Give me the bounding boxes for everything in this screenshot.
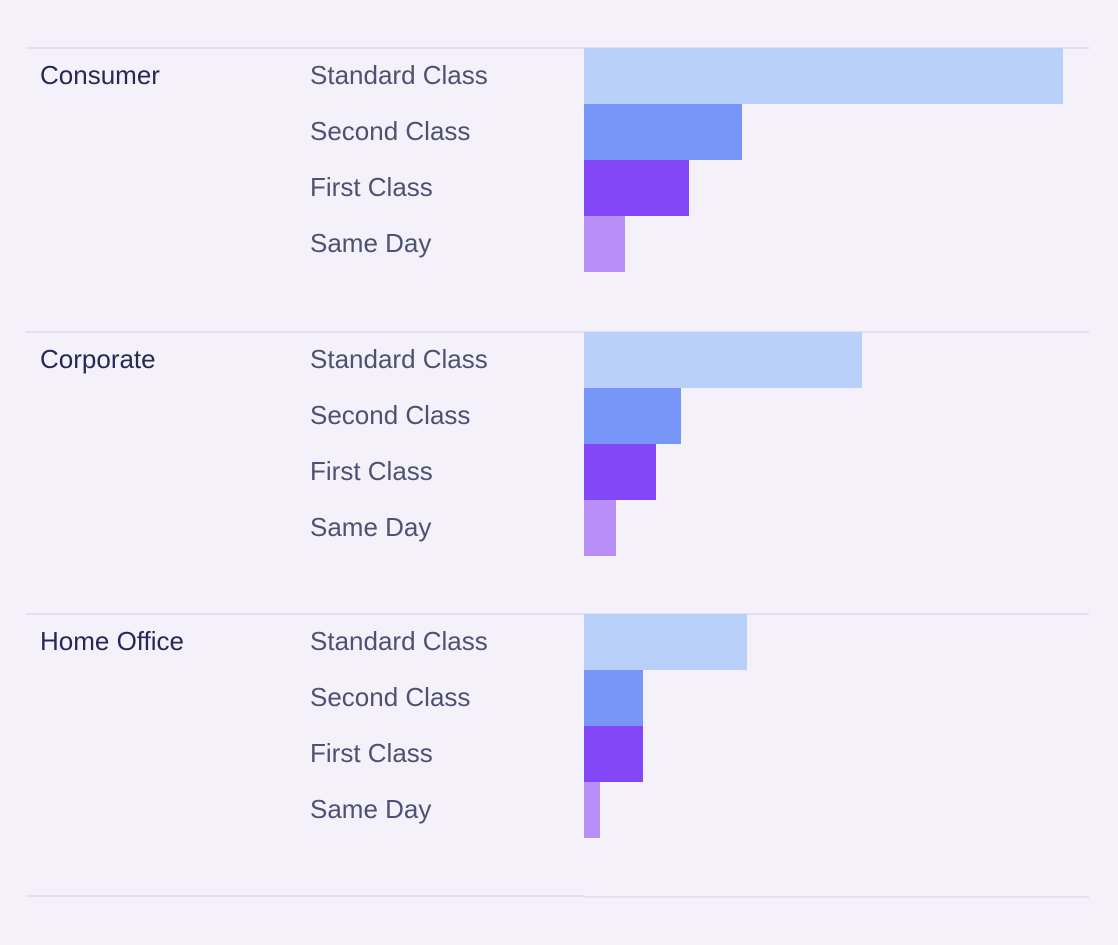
group-divider bbox=[26, 47, 1089, 49]
bar-home-office-same-day[interactable] bbox=[584, 782, 600, 838]
bar-home-office-first-class[interactable] bbox=[584, 726, 643, 782]
bar-consumer-same-day[interactable] bbox=[584, 216, 625, 272]
segment-label: Consumer bbox=[40, 60, 160, 90]
category-tick-label: Second Class bbox=[310, 116, 471, 146]
bar-consumer-second-class[interactable] bbox=[584, 104, 742, 160]
bar-home-office-standard-class[interactable] bbox=[584, 614, 747, 670]
category-tick-label: First Class bbox=[310, 456, 433, 486]
category-tick-label: Same Day bbox=[310, 228, 432, 258]
segment-label: Home Office bbox=[40, 626, 185, 656]
bottom-divider bbox=[584, 896, 1089, 898]
bar-corporate-first-class[interactable] bbox=[584, 444, 656, 500]
bar-consumer-standard-class[interactable] bbox=[584, 48, 1063, 104]
bar-corporate-same-day[interactable] bbox=[584, 500, 616, 556]
bar-consumer-first-class[interactable] bbox=[584, 160, 689, 216]
category-tick-label: Standard Class bbox=[310, 626, 488, 656]
bar-corporate-standard-class[interactable] bbox=[584, 332, 862, 388]
category-tick-label: First Class bbox=[310, 738, 433, 768]
group-divider bbox=[26, 331, 1089, 333]
category-tick-label: Standard Class bbox=[310, 60, 488, 90]
bar-corporate-second-class[interactable] bbox=[584, 388, 681, 444]
segment-label: Corporate bbox=[40, 344, 156, 374]
category-tick-label: Second Class bbox=[310, 400, 471, 430]
group-divider bbox=[26, 613, 1089, 615]
category-tick-label: First Class bbox=[310, 172, 433, 202]
category-tick-label: Same Day bbox=[310, 794, 432, 824]
bar-home-office-second-class[interactable] bbox=[584, 670, 643, 726]
bottom-divider bbox=[26, 895, 584, 897]
category-tick-label: Second Class bbox=[310, 682, 471, 712]
category-tick-label: Standard Class bbox=[310, 344, 488, 374]
category-tick-label: Same Day bbox=[310, 512, 432, 542]
